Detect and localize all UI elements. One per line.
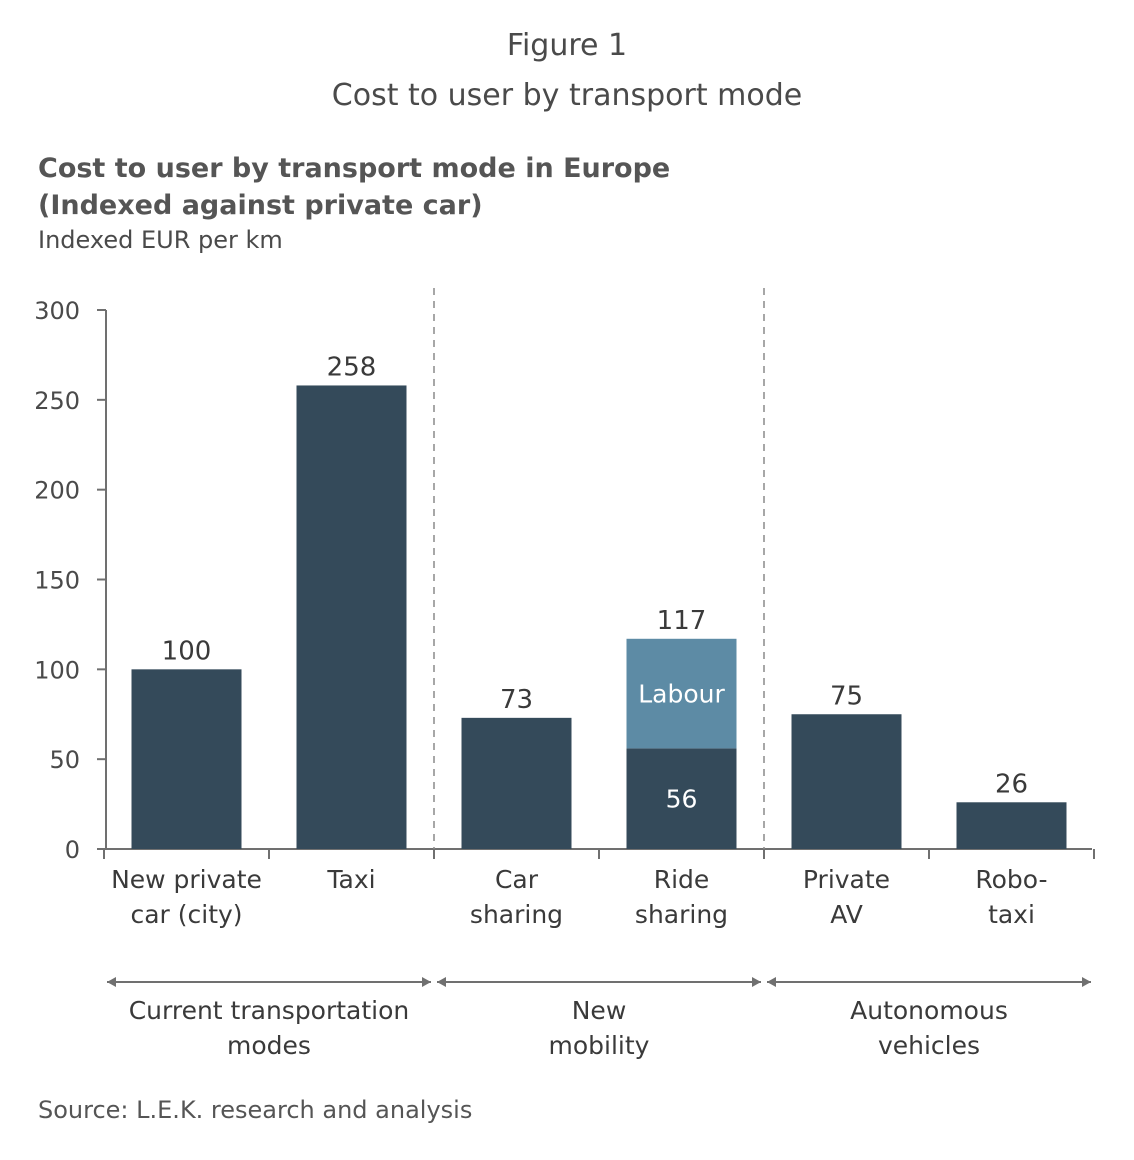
group-label: vehicles	[878, 1031, 980, 1060]
arrow-right-icon	[422, 977, 431, 987]
x-category-label: taxi	[988, 900, 1035, 929]
y-tick-label: 250	[34, 387, 80, 415]
bar	[296, 385, 407, 849]
arrow-right-icon	[752, 977, 761, 987]
y-tick-label: 300	[34, 297, 80, 325]
figure-label: Figure 1	[506, 28, 628, 63]
bar-total-label: 258	[327, 352, 377, 382]
y-tick-label: 150	[34, 567, 80, 595]
group-label: mobility	[549, 1031, 650, 1060]
x-category-label: AV	[830, 900, 863, 929]
arrow-right-icon	[1082, 977, 1091, 987]
arrow-left-icon	[767, 977, 776, 987]
x-category-label: Taxi	[326, 865, 375, 894]
x-category-label: Private	[803, 865, 890, 894]
y-tick-label: 200	[34, 477, 80, 505]
x-category-label: sharing	[470, 900, 563, 929]
x-category-label: New private	[111, 865, 262, 894]
x-category-label: sharing	[635, 900, 728, 929]
bar-total-label: 117	[657, 606, 707, 636]
x-category-label: car (city)	[130, 900, 242, 929]
bar-segment-labour	[626, 638, 737, 749]
chart-title-line-1: Cost to user by transport mode in Europe	[38, 153, 671, 184]
y-tick-label: 0	[65, 836, 80, 864]
bar-total-label: 100	[162, 636, 212, 666]
chart-title-line-2: (Indexed against private car)	[38, 190, 483, 221]
y-tick-label: 100	[34, 656, 80, 684]
x-category-label: Ride	[654, 865, 710, 894]
group-label: New	[572, 996, 627, 1025]
bar	[131, 669, 242, 849]
x-category-label: Robo-	[975, 865, 1047, 894]
segment-value-label: 56	[666, 785, 698, 814]
y-axis-unit-label: Indexed EUR per km	[38, 226, 283, 254]
bar	[626, 748, 737, 849]
bar	[461, 717, 572, 849]
group-label: modes	[227, 1031, 311, 1060]
bar-total-label: 75	[830, 681, 863, 711]
bar-total-label: 73	[500, 685, 533, 715]
bar	[956, 802, 1067, 849]
arrow-left-icon	[107, 977, 116, 987]
arrow-left-icon	[437, 977, 446, 987]
x-category-label: Car	[495, 865, 539, 894]
y-tick-label: 50	[49, 746, 80, 774]
bar-total-label: 26	[995, 769, 1028, 799]
bar	[791, 714, 902, 849]
labour-segment-label: Labour	[638, 680, 725, 709]
group-label: Autonomous	[850, 996, 1008, 1025]
group-label: Current transportation	[129, 996, 410, 1025]
chart-title: Cost to user by transport mode in Europe…	[38, 150, 670, 224]
figure-title: Cost to user by transport mode	[331, 78, 803, 113]
source-note: Source: L.E.K. research and analysis	[38, 1096, 473, 1124]
